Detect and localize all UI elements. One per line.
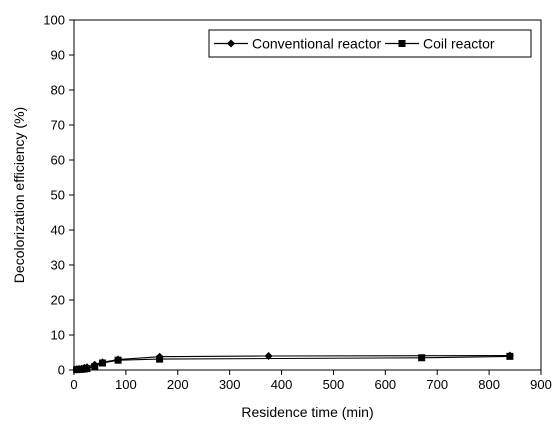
x-axis-label: Residence time (min)	[241, 404, 373, 420]
x-tick-label: 300	[219, 377, 241, 392]
x-tick-label: 800	[478, 377, 500, 392]
legend-box	[208, 29, 532, 58]
y-tick-label: 70	[51, 118, 65, 133]
x-tick-label: 900	[530, 377, 552, 392]
y-tick-label: 80	[51, 83, 65, 98]
legend-marker-conventional	[227, 39, 235, 48]
data-point-square	[418, 354, 426, 362]
y-tick-label: 40	[51, 223, 65, 238]
data-point-square	[99, 359, 107, 367]
data-point-square	[156, 355, 164, 363]
x-tick-label: 500	[323, 377, 345, 392]
y-axis: 0 10 20 30 40 50 60 70 80 90 100	[43, 13, 74, 378]
y-tick-label: 90	[51, 48, 65, 63]
x-tick-label: 400	[271, 377, 293, 392]
x-tick-label: 100	[115, 377, 137, 392]
x-tick-label: 200	[167, 377, 189, 392]
legend-label-conventional: Conventional reactor	[252, 36, 382, 52]
y-tick-label: 0	[58, 363, 65, 378]
y-tick-label: 10	[51, 328, 65, 343]
y-tick-label: 60	[51, 153, 65, 168]
y-tick-label: 100	[43, 13, 65, 28]
x-tick-label: 700	[426, 377, 448, 392]
x-tick-label: 0	[70, 377, 77, 392]
y-tick-label: 30	[51, 258, 65, 273]
plot-area	[73, 19, 542, 371]
data-point-square	[506, 352, 514, 360]
y-axis-label: Decolorization efficiency (%)	[11, 107, 27, 283]
data-point-square	[91, 363, 99, 370]
x-tick-label: 600	[374, 377, 396, 392]
legend: Conventional reactor Coil reactor	[208, 29, 532, 58]
y-tick-label: 20	[51, 293, 65, 308]
y-tick-label: 50	[51, 188, 65, 203]
x-axis: 0 100 200 300 400 500 600 700 800 900	[70, 370, 552, 392]
series-layer	[72, 351, 514, 374]
legend-marker-coil	[398, 40, 406, 47]
data-point-square	[114, 356, 122, 364]
legend-label-coil: Coil reactor	[423, 36, 495, 52]
data-point-square	[83, 365, 91, 373]
